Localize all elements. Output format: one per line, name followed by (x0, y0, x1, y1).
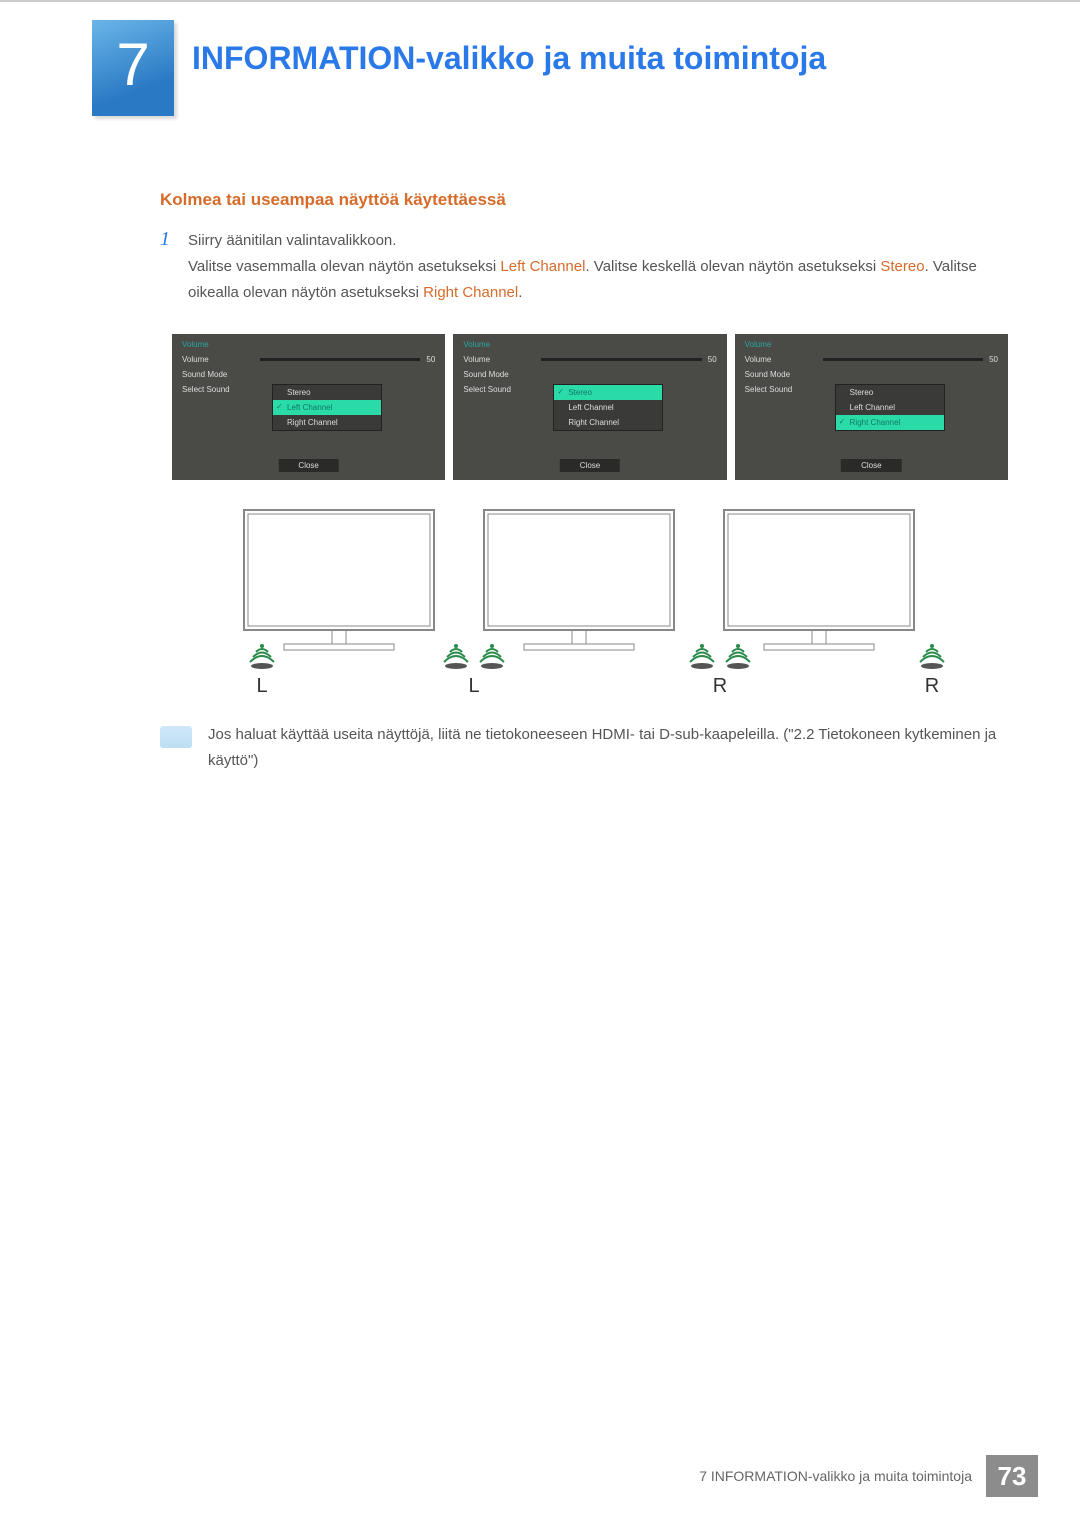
volume-label: Volume (182, 355, 254, 364)
menu-row-soundmode[interactable]: Sound Mode (453, 367, 726, 382)
close-button[interactable]: Close (841, 459, 901, 472)
step-hl-right: Right Channel (423, 284, 518, 301)
menu-row-volume: Volume 50 (735, 352, 1008, 367)
dd-left[interactable]: Left Channel (554, 400, 662, 415)
dd-left[interactable]: Left Channel (836, 400, 944, 415)
label-L: L (256, 675, 267, 697)
step-line1: Siirry äänitilan valintavalikkoon. (188, 232, 396, 249)
step-number: 1 (160, 228, 170, 306)
sound-dropdown: Stereo Left Channel Right Channel (835, 384, 945, 431)
menu-panel-center: Volume Volume 50 Sound Mode Select Sound… (453, 334, 726, 480)
selectsound-label: Select Sound (745, 385, 817, 394)
selectsound-label: Select Sound (463, 385, 535, 394)
dd-right[interactable]: Right Channel (554, 415, 662, 430)
dd-stereo[interactable]: Stereo (836, 385, 944, 400)
menu-heading: Volume (735, 334, 1008, 352)
volume-bar[interactable] (823, 358, 983, 361)
close-button[interactable]: Close (560, 459, 620, 472)
footer-page-number: 73 (986, 1455, 1038, 1497)
content-area: Kolmea tai useampaa näyttöä käytettäessä… (160, 190, 1008, 774)
menu-row-volume: Volume 50 (172, 352, 445, 367)
note-icon (160, 726, 192, 748)
volume-value: 50 (708, 355, 717, 364)
dd-stereo[interactable]: Stereo (273, 385, 381, 400)
chapter-badge: 7 (92, 20, 174, 116)
header-rule (0, 0, 1080, 2)
step-text: Siirry äänitilan valintavalikkoon. Valit… (188, 228, 1008, 306)
soundmode-label: Sound Mode (463, 370, 535, 379)
menu-panel-right: Volume Volume 50 Sound Mode Select Sound… (735, 334, 1008, 480)
menu-heading: Volume (172, 334, 445, 352)
step-hl-stereo: Stereo (880, 258, 924, 275)
footer-chapter-label: 7 INFORMATION-valikko ja muita toimintoj… (699, 1468, 972, 1484)
step-hl-left: Left Channel (500, 258, 585, 275)
note-block: Jos haluat käyttää useita näyttöjä, liit… (160, 722, 1008, 774)
chapter-title: INFORMATION-valikko ja muita toimintoja (192, 40, 826, 77)
sound-dropdown: Stereo Left Channel Right Channel (553, 384, 663, 431)
volume-value: 50 (989, 355, 998, 364)
soundmode-label: Sound Mode (745, 370, 817, 379)
volume-label: Volume (745, 355, 817, 364)
label-R2: R (925, 675, 939, 697)
note-text: Jos haluat käyttää useita näyttöjä, liit… (208, 722, 1008, 774)
dd-left[interactable]: Left Channel (273, 400, 381, 415)
menus-row: Volume Volume 50 Sound Mode Select Sound… (172, 334, 1008, 480)
volume-bar[interactable] (541, 358, 701, 361)
dd-stereo[interactable]: Stereo (554, 385, 662, 400)
menu-panel-left: Volume Volume 50 Sound Mode Select Sound… (172, 334, 445, 480)
label-R: R (713, 675, 727, 697)
selectsound-label: Select Sound (182, 385, 254, 394)
volume-label: Volume (463, 355, 535, 364)
menu-heading: Volume (453, 334, 726, 352)
dd-right[interactable]: Right Channel (273, 415, 381, 430)
sound-dropdown: Stereo Left Channel Right Channel (272, 384, 382, 431)
dd-right[interactable]: Right Channel (836, 415, 944, 430)
footer: 7 INFORMATION-valikko ja muita toimintoj… (699, 1455, 1038, 1497)
soundmode-label: Sound Mode (182, 370, 254, 379)
volume-bar[interactable] (260, 358, 420, 361)
step-block: 1 Siirry äänitilan valintavalikkoon. Val… (160, 228, 1008, 306)
close-button[interactable]: Close (278, 459, 338, 472)
monitors-diagram: L L R R (204, 500, 964, 700)
volume-value: 50 (426, 355, 435, 364)
menu-row-soundmode[interactable]: Sound Mode (735, 367, 1008, 382)
menu-row-volume: Volume 50 (453, 352, 726, 367)
section-heading: Kolmea tai useampaa näyttöä käytettäessä (160, 190, 1008, 210)
menu-row-soundmode[interactable]: Sound Mode (172, 367, 445, 382)
label-L2: L (468, 675, 479, 697)
step-line2a: Valitse vasemmalla olevan näytön asetuks… (188, 258, 500, 275)
step-line2d: . (518, 284, 522, 301)
step-line2b: . Valitse keskellä olevan näytön asetuks… (585, 258, 880, 275)
